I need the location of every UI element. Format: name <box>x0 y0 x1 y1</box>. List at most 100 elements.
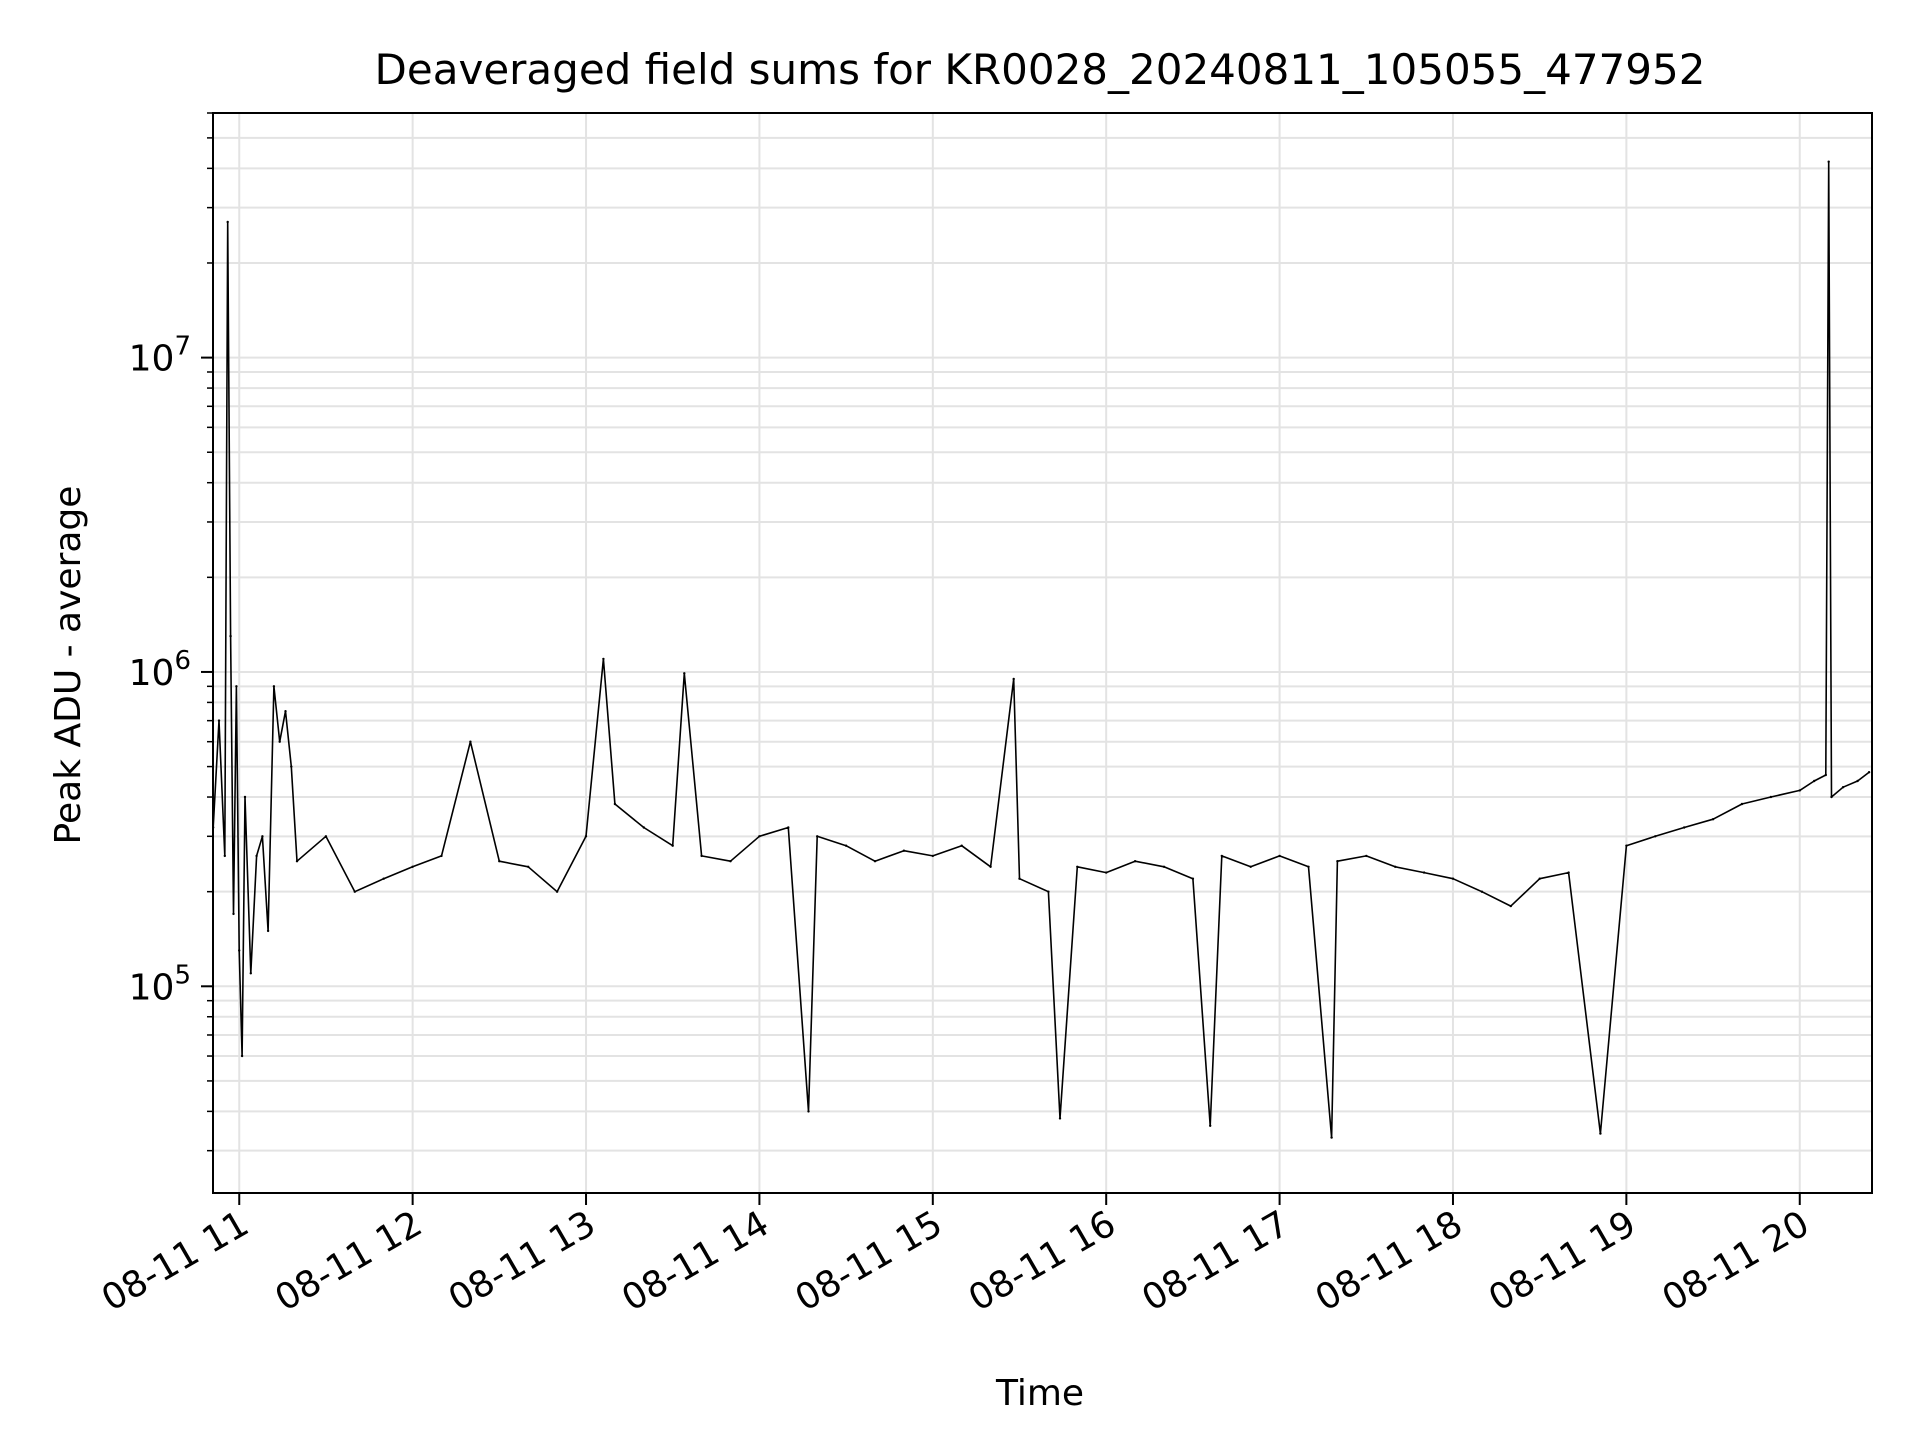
series-point <box>1654 835 1657 838</box>
y-tick-base: 10 <box>129 967 175 1008</box>
series-point <box>1058 1117 1062 1120</box>
y-tick-label: 106 <box>129 646 191 694</box>
series-point <box>960 844 963 847</box>
series-point <box>729 860 732 863</box>
series-point <box>1683 826 1686 829</box>
series-point <box>1105 871 1108 874</box>
series-point <box>931 854 934 858</box>
series-point <box>1422 871 1426 874</box>
series-point <box>1867 771 1871 774</box>
series-point <box>1336 860 1339 863</box>
series-point <box>1330 1136 1333 1139</box>
series-point <box>440 854 443 858</box>
y-axis-label: Peak ADU - average <box>48 486 89 845</box>
series-point <box>243 795 247 799</box>
y-tick-exponent: 6 <box>174 646 191 676</box>
series-point <box>1813 779 1816 783</box>
series-point <box>671 844 674 847</box>
series-point <box>989 865 992 868</box>
series-point <box>807 1110 810 1113</box>
grid-layer <box>213 112 1872 1193</box>
series-point <box>1162 865 1166 868</box>
series-point <box>1769 795 1773 799</box>
chart-title: Deaveraged field sums for KR0028_2024081… <box>375 45 1706 94</box>
series-point <box>758 835 761 838</box>
y-tick-label: 105 <box>129 960 191 1008</box>
series-point <box>1133 860 1137 863</box>
series-point <box>1394 865 1397 868</box>
series-point <box>1018 877 1021 880</box>
series-point <box>255 854 258 858</box>
series-point <box>873 860 877 863</box>
y-tick-base: 10 <box>129 653 175 694</box>
series-point <box>272 685 276 688</box>
series-point <box>1012 677 1015 681</box>
series-point <box>1711 818 1715 821</box>
series-point <box>683 672 686 675</box>
series-point <box>226 220 229 224</box>
series-point <box>261 835 264 838</box>
series-point <box>1830 795 1833 799</box>
series-point <box>1599 1132 1602 1135</box>
series-point <box>613 802 617 806</box>
series-point <box>217 719 221 722</box>
series-point <box>249 972 252 975</box>
series-point <box>555 890 559 893</box>
series-point <box>238 949 241 952</box>
series-point <box>642 826 645 829</box>
series-point <box>240 1054 244 1058</box>
series-point <box>1841 786 1845 789</box>
series-point <box>1365 854 1368 858</box>
y-tick-exponent: 5 <box>174 960 191 990</box>
series-point <box>1307 865 1310 868</box>
series-point <box>223 854 226 858</box>
series-point <box>1209 1124 1212 1128</box>
series-point <box>229 634 232 638</box>
series-point <box>382 877 385 880</box>
y-tick-base: 10 <box>129 339 175 380</box>
series-point <box>902 849 906 852</box>
series-point <box>353 890 356 893</box>
series-point <box>1047 890 1050 893</box>
series-point <box>787 826 790 829</box>
series-point <box>700 854 703 858</box>
series-point <box>295 860 299 863</box>
series-point <box>1480 890 1484 893</box>
series-point <box>602 657 605 661</box>
series-point <box>278 740 281 743</box>
series-point <box>844 844 848 847</box>
series-point <box>232 912 235 916</box>
series-point <box>498 860 501 863</box>
series-point <box>1278 854 1281 858</box>
series-point <box>816 835 819 838</box>
series-point <box>1798 789 1802 792</box>
series-point <box>1538 877 1541 880</box>
series-point <box>527 865 530 868</box>
series-point <box>324 835 328 838</box>
series-point <box>1191 877 1195 880</box>
series-point <box>411 865 414 868</box>
series-point <box>1509 904 1513 908</box>
series-point <box>1451 877 1455 880</box>
series-layer <box>212 160 1871 1139</box>
series-point <box>1220 854 1224 858</box>
y-tick-label: 107 <box>129 332 191 380</box>
series-point <box>1740 802 1744 806</box>
series-point <box>266 929 270 933</box>
y-tick-exponent: 7 <box>174 332 191 362</box>
series-point <box>1076 865 1079 868</box>
series-point <box>584 835 588 838</box>
series-point <box>469 740 472 743</box>
x-axis-label: Time <box>995 1373 1084 1414</box>
series-point <box>290 765 293 768</box>
series-point <box>1567 871 1570 874</box>
series-point <box>1824 773 1828 777</box>
series-point <box>1827 160 1830 163</box>
series-point <box>1856 779 1859 783</box>
series-point <box>284 710 287 713</box>
series-point <box>1625 844 1628 847</box>
series-point <box>1249 865 1252 868</box>
plot-frame <box>212 112 1873 1194</box>
series-point <box>235 685 238 688</box>
